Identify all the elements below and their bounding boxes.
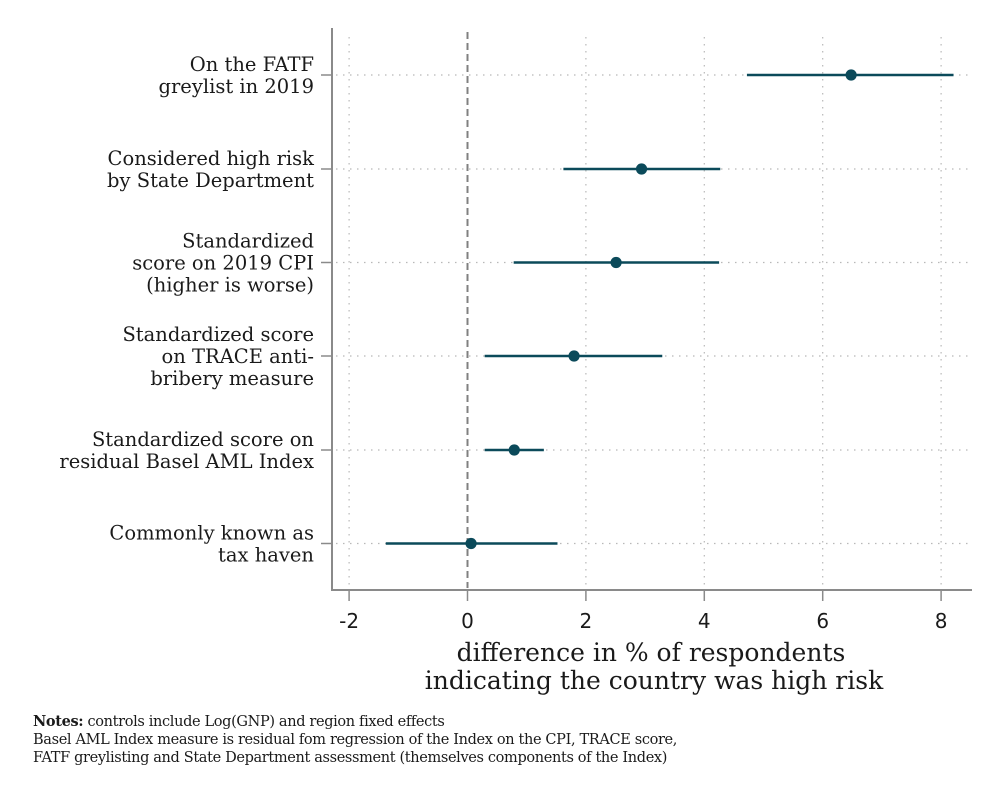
- y-tick-label-line: Standardized score on: [92, 428, 314, 451]
- notes-line-2: Basel AML Index measure is residual fom …: [33, 732, 678, 748]
- y-tick-label-line: Commonly known as: [109, 522, 314, 545]
- y-tick-label: Considered high risk by State Department: [107, 147, 314, 192]
- y-tick-label: Standardized score on residual Basel AML …: [59, 428, 314, 473]
- y-tick-label-line: Standardized score: [122, 323, 314, 346]
- point-estimate: [610, 256, 622, 269]
- y-tick-label: On the FATF greylist in 2019: [159, 53, 315, 98]
- notes-line-3: FATF greylisting and State Department as…: [33, 750, 668, 766]
- notes-label: Notes:: [33, 713, 84, 730]
- y-tick-label-line: Standardized: [182, 230, 314, 253]
- x-ticks: -2 0 2 4 6 8: [339, 590, 947, 633]
- y-ticks: [321, 74, 332, 545]
- x-tick-label: 4: [698, 609, 711, 633]
- y-tick-label-line: tax haven: [218, 544, 314, 567]
- y-tick-label-line: bribery measure: [150, 367, 314, 390]
- coefficient-plot: -2 0 2 4 6 8 On the FATF greylist in 2019 Consi…: [59, 28, 972, 695]
- x-tick-label: -2: [339, 609, 359, 633]
- y-tick-label-line: on TRACE anti-: [162, 345, 314, 368]
- vertical-gridlines: [348, 37, 942, 588]
- x-tick-label: 2: [580, 609, 593, 633]
- y-tick-label-line: score on 2019 CPI: [132, 252, 314, 275]
- point-estimate: [465, 537, 477, 550]
- notes-line-1: Notes: controls include Log(GNP) and reg…: [33, 713, 677, 731]
- point-estimates: [465, 69, 857, 550]
- y-tick-label: Standardized score on 2019 CPI (higher is …: [132, 230, 314, 297]
- point-estimate: [635, 163, 648, 175]
- y-tick-label-line: residual Basel AML Index: [59, 450, 314, 473]
- x-tick-label: 6: [816, 609, 829, 633]
- x-tick-label: 0: [461, 609, 474, 633]
- y-tick-labels: On the FATF greylist in 2019 Considered hi…: [59, 53, 314, 567]
- confidence-intervals: [385, 73, 954, 545]
- point-estimate: [568, 350, 580, 362]
- x-axis-title-line-2: indicating the country was high risk: [425, 666, 884, 695]
- axes: [331, 28, 972, 591]
- horizontal-gridlines: [336, 74, 972, 545]
- point-estimate: [508, 444, 520, 456]
- y-tick-label-line: (higher is worse): [146, 274, 314, 297]
- y-tick-label: Commonly known as tax haven: [109, 522, 314, 567]
- y-tick-label-line: Considered high risk: [108, 147, 315, 170]
- y-tick-label-line: greylist in 2019: [159, 75, 315, 98]
- y-tick-label-line: by State Department: [107, 169, 314, 192]
- y-tick-label-line: On the FATF: [190, 53, 314, 76]
- x-tick-label: 8: [935, 609, 948, 633]
- figure-notes: Notes: controls include Log(GNP) and reg…: [33, 713, 677, 767]
- x-axis-title-line-1: difference in % of respondents: [457, 638, 846, 667]
- y-tick-label: Standardized score on TRACE anti-bribery …: [122, 323, 314, 390]
- point-estimate: [845, 69, 857, 81]
- notes-text-1: controls include Log(GNP) and region fix…: [83, 714, 445, 730]
